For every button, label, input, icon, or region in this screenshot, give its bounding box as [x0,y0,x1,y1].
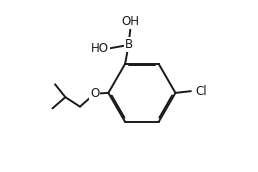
Text: HO: HO [91,42,109,55]
Text: B: B [125,38,133,51]
Text: Cl: Cl [195,85,207,98]
Text: OH: OH [121,15,139,28]
Text: O: O [90,87,99,100]
